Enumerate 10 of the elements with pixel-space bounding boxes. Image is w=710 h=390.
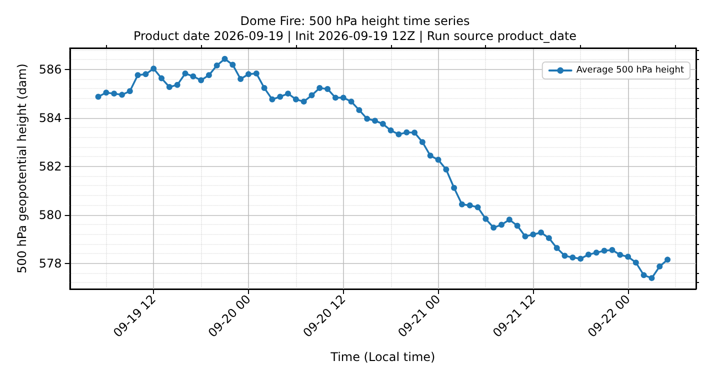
legend-label: Average 500 hPa height	[576, 66, 684, 76]
y-tick-label: 584	[38, 110, 62, 125]
y-tick-label: 580	[38, 208, 62, 222]
y-axis-title: 500 hPa geopotential height (dam)	[15, 64, 29, 274]
y-tick-label: 586	[38, 62, 62, 76]
chart-subtitle: Product date 2026-09-19 | Init 2026-09-19 12Z | Run source product_date	[133, 29, 577, 43]
y-tick-label: 578	[38, 256, 62, 270]
chart-title: Dome Fire: 500 hPa height time series	[240, 14, 470, 28]
y-tick-label: 582	[38, 159, 62, 174]
x-axis-title: Time (Local time)	[330, 350, 436, 364]
